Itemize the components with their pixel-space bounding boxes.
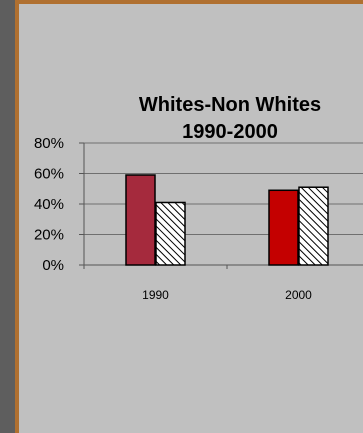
bar-2000-series-2 — [298, 186, 329, 266]
chart-title-line-2: 1990-2000 — [182, 121, 278, 143]
bar-1990-series-1 — [125, 174, 156, 266]
y-tick-label: 0% — [42, 257, 64, 274]
tick-labels: 0% 20% 40% 60% 80% 1990 2000 — [34, 135, 312, 302]
y-tick-label: 20% — [34, 227, 64, 244]
bar-1990-series-2 — [155, 201, 186, 266]
bars — [125, 174, 329, 266]
y-tick-label: 80% — [34, 135, 64, 152]
x-tick-label: 1990 — [142, 288, 169, 302]
y-tick-label: 40% — [34, 196, 64, 213]
y-tick-label: 60% — [34, 166, 64, 183]
chart-title-line-1: Whites-Non Whites — [139, 94, 321, 116]
x-tick-label: 2000 — [285, 288, 312, 302]
bar-2000-series-1 — [268, 189, 299, 266]
